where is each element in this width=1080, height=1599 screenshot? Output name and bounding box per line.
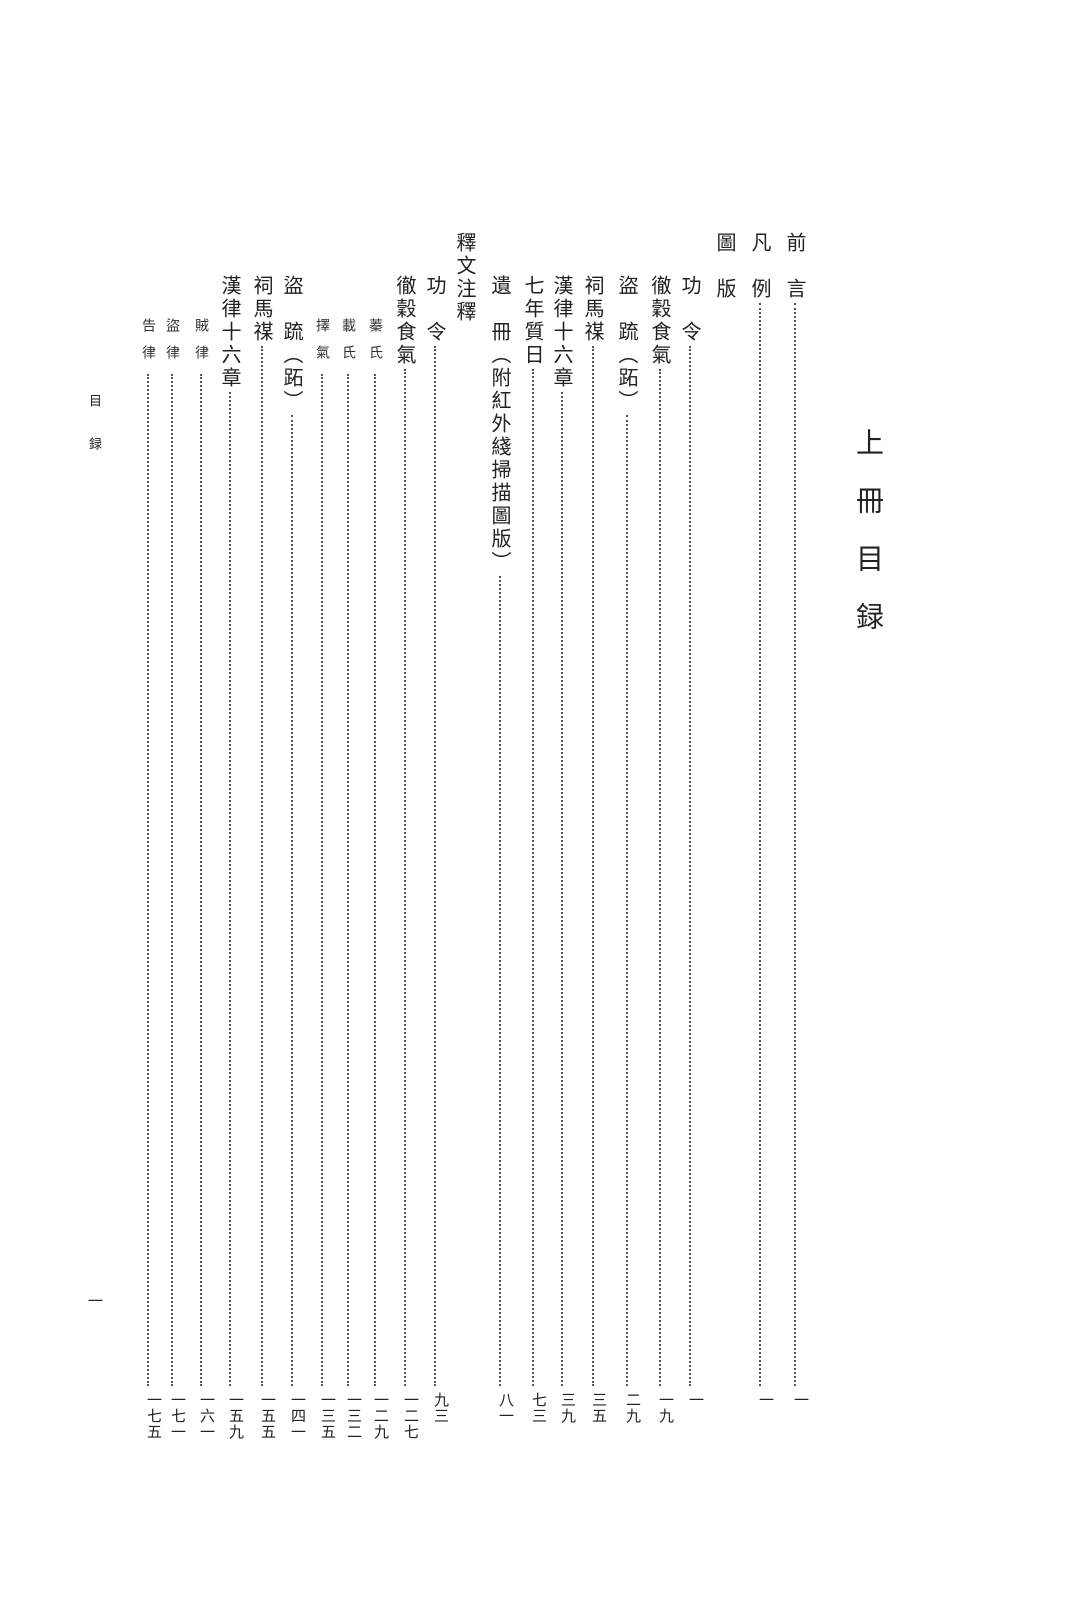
toc-entry-page: 二九 [624, 1392, 642, 1424]
toc-entry-page: 一四一 [289, 1392, 307, 1440]
toc-entry: 盜 䟽（跖） [614, 275, 640, 1386]
dot-leader [321, 374, 323, 1386]
toc-entry-label: 圖 版 [713, 232, 737, 301]
toc-entry-label: 祠馬禖 [581, 275, 605, 344]
toc-entry: 告律 [135, 318, 161, 1386]
dot-leader [561, 392, 563, 1386]
dot-leader [374, 374, 376, 1386]
toc-entry-page: 一二七 [402, 1392, 420, 1440]
toc-entry-label: 前 言 [783, 232, 807, 301]
toc-entry-label: 擇氣 [314, 318, 330, 372]
toc-entry-page: 三五 [590, 1392, 608, 1424]
toc-entry-page: 九三 [432, 1392, 450, 1424]
page-title: 上冊目録 [852, 428, 885, 660]
toc-entry-page: 一二九 [372, 1392, 390, 1440]
dot-leader [434, 346, 436, 1386]
toc-entry-page: 一六一 [198, 1392, 216, 1440]
toc-entry-label: 盜 䟽（跖） [280, 275, 304, 413]
dot-leader [499, 576, 501, 1386]
toc-entry-label: 釋文注釋 [453, 232, 477, 324]
dot-leader [347, 374, 349, 1386]
toc-entry-page: 一七一 [169, 1392, 187, 1440]
toc-entry: 徹穀食氣 [647, 275, 673, 1386]
toc-entry: 載氏 [335, 318, 361, 1386]
toc-entry-label: 凡 例 [748, 232, 772, 301]
toc-entry-label: 盜律 [164, 318, 180, 372]
toc-entry-label: 載氏 [340, 318, 356, 372]
toc-entry-label: 徹穀食氣 [393, 275, 417, 367]
toc-entry-label: 祠馬禖 [250, 275, 274, 344]
toc-entry-label: 告律 [140, 318, 156, 372]
toc-entry-label: 賊律 [193, 318, 209, 372]
dot-leader [659, 369, 661, 1386]
toc-entry-page: 七三 [530, 1392, 548, 1424]
dot-leader [291, 415, 293, 1386]
toc-entry: 功 令 [422, 275, 448, 1386]
toc-entry-label: 漢律十六章 [550, 275, 574, 390]
toc-entry: 功 令 [677, 275, 703, 1386]
toc-entry-page: 一 [792, 1392, 810, 1408]
toc-entry: 前 言 [782, 232, 808, 1386]
dot-leader [229, 392, 231, 1386]
dot-leader [261, 346, 263, 1386]
dot-leader [689, 346, 691, 1386]
toc-entry-page: 一三二 [345, 1392, 363, 1440]
toc-entry-page: 一 [757, 1392, 775, 1408]
dot-leader [171, 374, 173, 1386]
toc-entry: 漢律十六章 [217, 275, 243, 1386]
toc-entry: 賊律 [188, 318, 214, 1386]
toc-entry-page: 一五九 [227, 1392, 245, 1440]
toc-entry-label: 功 令 [423, 275, 447, 344]
dot-leader [626, 415, 628, 1386]
toc-entry: 七年質日 [520, 275, 546, 1386]
toc-entry: 凡 例 [747, 232, 773, 1386]
toc-entry-page: 一 [687, 1392, 705, 1408]
toc-entry: 擇氣 [309, 318, 335, 1386]
toc-entry: 祠馬禖 [249, 275, 275, 1386]
toc-entry-page: 一七五 [145, 1392, 163, 1440]
toc-entry-label: 盜 䟽（跖） [615, 275, 639, 413]
toc-entry-label: 七年質日 [521, 275, 545, 367]
toc-entry: 盜律 [159, 318, 185, 1386]
toc-entry-label: 漢律十六章 [218, 275, 242, 390]
toc-entry-label: 徹穀食氣 [648, 275, 672, 367]
dot-leader [532, 369, 534, 1386]
toc-entry: 蓁氏 [362, 318, 388, 1386]
toc-entry-page: 一三五 [319, 1392, 337, 1440]
toc-entry-page: 一九 [657, 1392, 675, 1424]
folio-page-number: 一 [88, 1292, 104, 1310]
toc-entry: 徹穀食氣 [392, 275, 418, 1386]
dot-leader [147, 374, 149, 1386]
toc-entry-page: 三九 [559, 1392, 577, 1424]
toc-entry: 釋文注釋 [452, 232, 478, 324]
toc-entry-page: 一五五 [259, 1392, 277, 1440]
toc-entry: 遺 冊（附紅外綫掃描圖版） [487, 275, 513, 1386]
toc-entry-label: 功 令 [678, 275, 702, 344]
toc-entry-label: 遺 冊（附紅外綫掃描圖版） [488, 275, 512, 574]
toc-entry: 漢律十六章 [549, 275, 575, 1386]
dot-leader [759, 303, 761, 1386]
dot-leader [404, 369, 406, 1386]
toc-entry-label: 蓁氏 [367, 318, 383, 372]
toc-entry-page: 八一 [497, 1392, 515, 1424]
running-head: 目録 [86, 394, 101, 480]
toc-entry: 盜 䟽（跖） [279, 275, 305, 1386]
dot-leader [200, 374, 202, 1386]
dot-leader [592, 346, 594, 1386]
toc-entry: 圖 版 [712, 232, 738, 301]
toc-entry: 祠馬禖 [580, 275, 606, 1386]
dot-leader [794, 303, 796, 1386]
